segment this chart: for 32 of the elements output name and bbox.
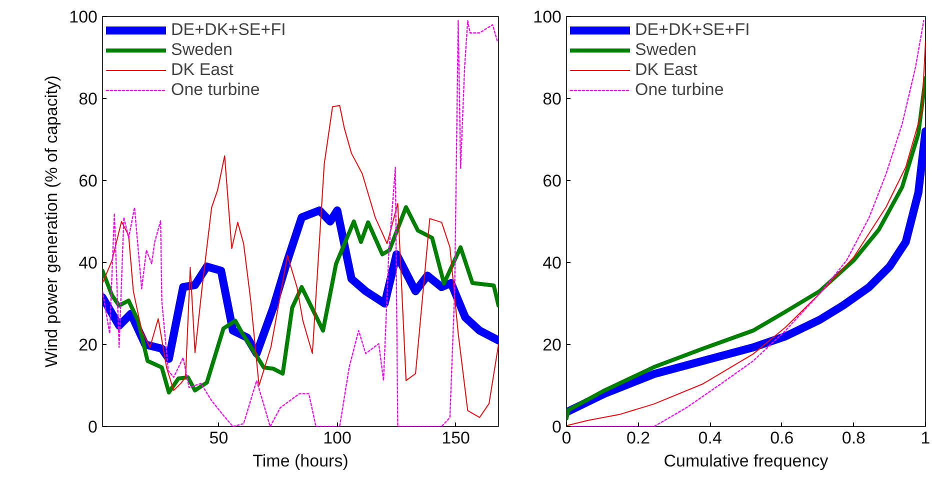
y-tick-label: 40 <box>78 254 98 272</box>
y-axis-title: Wind power generation (% of capacity) <box>42 76 62 368</box>
x-tick-label: 0.6 <box>770 428 794 448</box>
legend-label: One turbine <box>635 80 724 100</box>
x-tick-label: 0.8 <box>842 428 866 448</box>
y-tick-label: 100 <box>533 8 562 26</box>
x-axis-title: Time (hours) <box>252 452 348 470</box>
y-tick-label: 60 <box>78 172 98 190</box>
x-tick-label: 0.2 <box>626 428 650 448</box>
legend-label: One turbine <box>171 80 260 100</box>
legend-label: DK East <box>171 60 234 80</box>
x-tick-label: 0.4 <box>698 428 722 448</box>
y-tick-label: 80 <box>542 90 562 108</box>
x-tick-label: 150 <box>442 428 470 448</box>
legend-label: DE+DK+SE+FI <box>171 20 286 40</box>
x-tick-label: 50 <box>209 428 228 448</box>
y-tick-label: 80 <box>78 90 98 108</box>
x-tick-label: 100 <box>323 428 352 448</box>
y-tick-label: 20 <box>78 336 98 354</box>
legend-label: Sweden <box>635 40 696 60</box>
y-tick-label: 40 <box>542 254 562 272</box>
y-tick-label: 20 <box>542 336 562 354</box>
y-tick-label: 60 <box>542 172 562 190</box>
legend-label: DK East <box>635 60 698 80</box>
line-series <box>102 205 498 394</box>
x-axis-title: Cumulative frequency <box>664 452 829 470</box>
line-series <box>102 104 498 418</box>
legend-label: DE+DK+SE+FI <box>635 20 750 40</box>
line-series <box>102 20 498 426</box>
y-tick-label: 100 <box>69 8 98 26</box>
legend-label: Sweden <box>171 40 232 60</box>
x-tick-label: 1 <box>920 428 930 448</box>
